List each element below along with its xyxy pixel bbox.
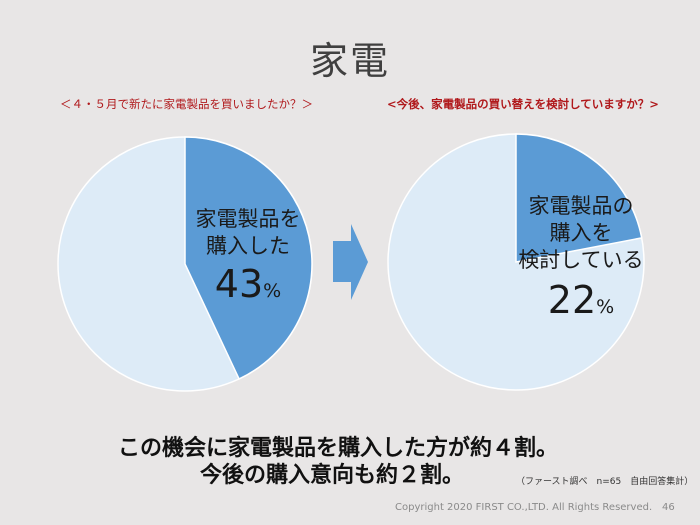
left-pie-purchased-slice [184,136,313,380]
left-chart-question: ＜４・５月で新たに家電製品を買いましたか？＞ [60,97,313,111]
slide-title: 家電 [309,39,390,83]
summary-line-2: 今後の購入意向も約２割。 [200,463,465,488]
summary-line-1: この機会に家電製品を購入した方が約４割。 [118,436,559,461]
right-chart-question: <今後、家電製品の買い替えを検討していますか？> [387,97,659,111]
left-label-line-2: 購入した [206,234,290,258]
left-percentage: 43% [214,262,282,306]
left-label-line-1: 家電製品を [195,207,301,231]
right-label-line-2: 購入を [549,221,613,245]
right-label-line-3: 検討している [518,248,644,272]
page-number: 46 [662,502,675,513]
copyright-footer: Copyright 2020 FIRST CO.,LTD. All Rights… [395,502,653,513]
right-pie-considering-slice [515,133,643,263]
right-pie-label: 家電製品の 購入を 検討している 22% [508,193,654,322]
left-pie-label: 家電製品を 購入した 43% [188,206,308,306]
source-note: （ファースト調べ n=65 自由回答集計） [516,477,694,487]
right-label-line-1: 家電製品の [528,194,634,218]
right-percentage: 22% [547,278,615,322]
